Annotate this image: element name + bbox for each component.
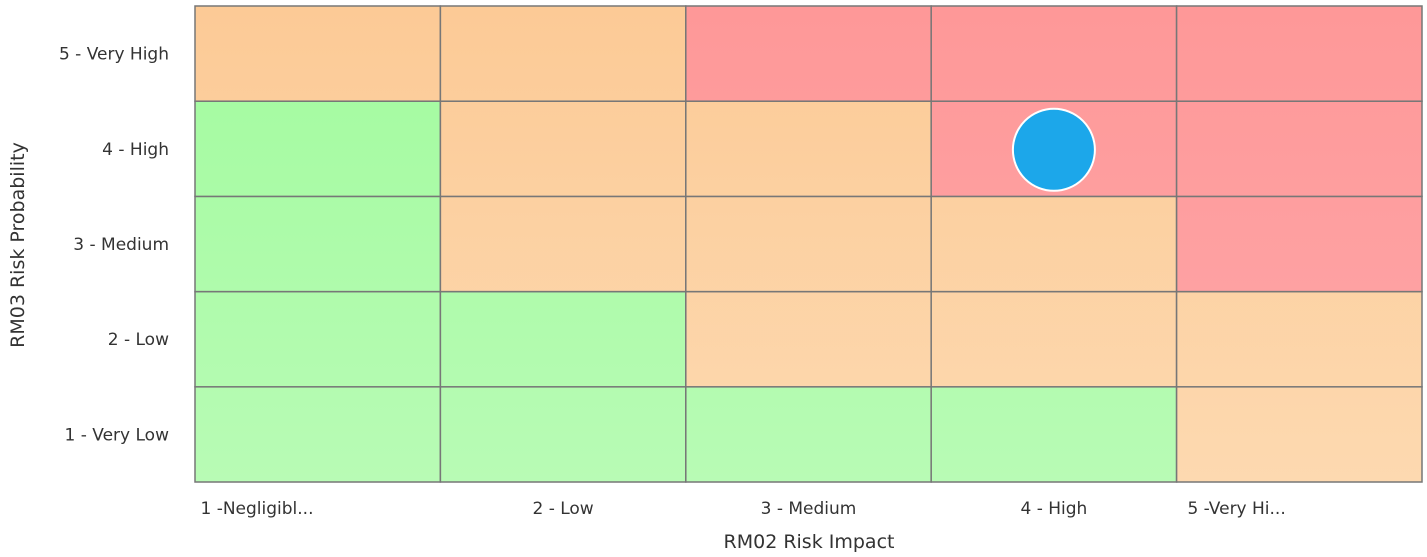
matrix-cell-medium [930,195,1178,293]
matrix-cell-high [1175,5,1423,102]
matrix-cell-low [930,386,1178,483]
matrix-cell-low [194,290,442,388]
matrix-cell-high [1175,100,1423,198]
y-tick-label: 5 - Very High [59,45,169,65]
matrix-cell-high [930,5,1178,102]
matrix-cell-medium [194,5,442,102]
matrix-cell-medium [439,195,687,293]
matrix-cell-medium [685,290,932,388]
y-tick-label: 3 - Medium [73,235,169,255]
matrix-cell-medium [685,195,932,293]
x-tick-label: 3 - Medium [761,499,857,519]
matrix-cell-medium [1175,290,1423,388]
matrix-cell-low [194,195,442,293]
x-tick-label: 2 - Low [532,499,593,519]
matrix-cells [194,5,1423,483]
matrix-cell-medium [439,5,687,102]
matrix-cell-low [439,386,687,483]
matrix-cell-medium [1175,386,1423,483]
y-tick-label: 1 - Very Low [65,425,170,445]
matrix-cell-high [685,5,932,102]
risk-points [1011,107,1096,192]
matrix-cell-medium [930,290,1178,388]
x-tick-label: 4 - High [1020,499,1087,519]
matrix-cell-low [194,386,442,483]
matrix-cell-high [1175,195,1423,293]
risk-point-marker[interactable] [1011,107,1096,192]
matrix-cell-medium [439,100,687,198]
x-axis-ticks: 1 -Negligibl... 2 - Low 3 - Medium 4 - High… [200,499,1285,519]
matrix-cell-low [194,100,442,198]
y-axis-title: RM03 Risk Probability [7,142,29,348]
matrix-cell-low [685,386,932,483]
y-axis-ticks: 1 - Very Low 2 - Low 3 - Medium 4 - High 5 -… [59,45,169,446]
y-tick-label: 4 - High [102,140,169,160]
y-tick-label: 2 - Low [108,330,169,350]
matrix-cell-low [439,290,687,388]
x-tick-label: 1 -Negligibl... [200,499,313,519]
x-axis-title: RM02 Risk Impact [724,531,895,553]
matrix-cell-medium [685,100,932,198]
x-tick-label: 5 -Very Hi... [1187,499,1285,519]
